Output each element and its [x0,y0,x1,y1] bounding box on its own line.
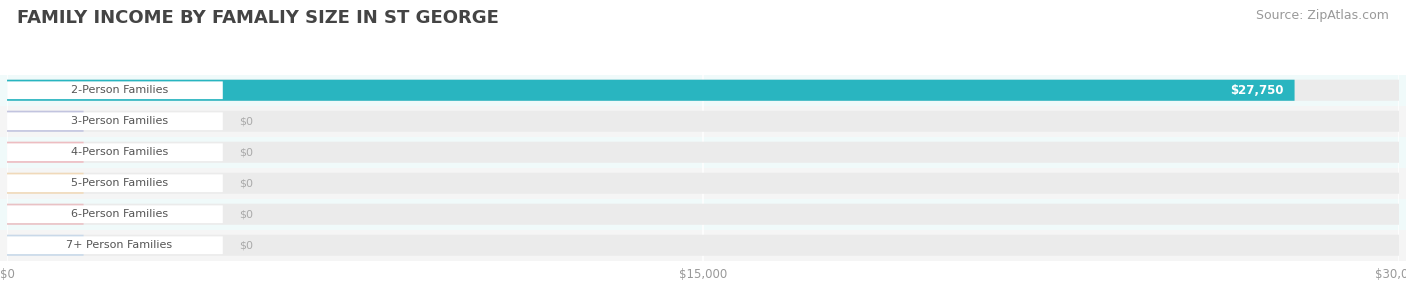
Text: 7+ Person Families: 7+ Person Families [66,240,173,250]
FancyBboxPatch shape [7,111,1399,132]
FancyBboxPatch shape [7,204,1399,225]
Text: $27,750: $27,750 [1230,84,1284,97]
Text: FAMILY INCOME BY FAMALIY SIZE IN ST GEORGE: FAMILY INCOME BY FAMALIY SIZE IN ST GEOR… [17,9,499,27]
FancyBboxPatch shape [7,173,1399,194]
Text: $0: $0 [239,178,253,188]
Bar [0,137,1406,168]
Text: $0: $0 [239,240,253,250]
Text: 5-Person Families: 5-Person Families [70,178,167,188]
Text: Source: ZipAtlas.com: Source: ZipAtlas.com [1256,9,1389,22]
FancyBboxPatch shape [7,236,222,254]
Text: 6-Person Families: 6-Person Families [70,209,167,219]
FancyBboxPatch shape [7,235,1399,256]
Bar [0,230,1406,261]
Bar [0,106,1406,137]
FancyBboxPatch shape [7,80,1295,101]
FancyBboxPatch shape [7,111,83,132]
FancyBboxPatch shape [7,113,222,130]
FancyBboxPatch shape [7,80,1399,101]
Text: $0: $0 [239,147,253,157]
FancyBboxPatch shape [7,205,222,223]
FancyBboxPatch shape [7,204,83,225]
Bar [0,199,1406,230]
Text: 4-Person Families: 4-Person Families [70,147,167,157]
FancyBboxPatch shape [7,173,83,194]
FancyBboxPatch shape [7,235,83,256]
FancyBboxPatch shape [7,81,222,99]
FancyBboxPatch shape [7,143,222,161]
Bar [0,168,1406,199]
Text: $0: $0 [239,116,253,126]
Text: $0: $0 [239,209,253,219]
FancyBboxPatch shape [7,174,222,192]
Text: 3-Person Families: 3-Person Families [70,116,167,126]
Text: 2-Person Families: 2-Person Families [70,85,167,95]
FancyBboxPatch shape [7,142,83,163]
Bar [0,75,1406,106]
FancyBboxPatch shape [7,142,1399,163]
